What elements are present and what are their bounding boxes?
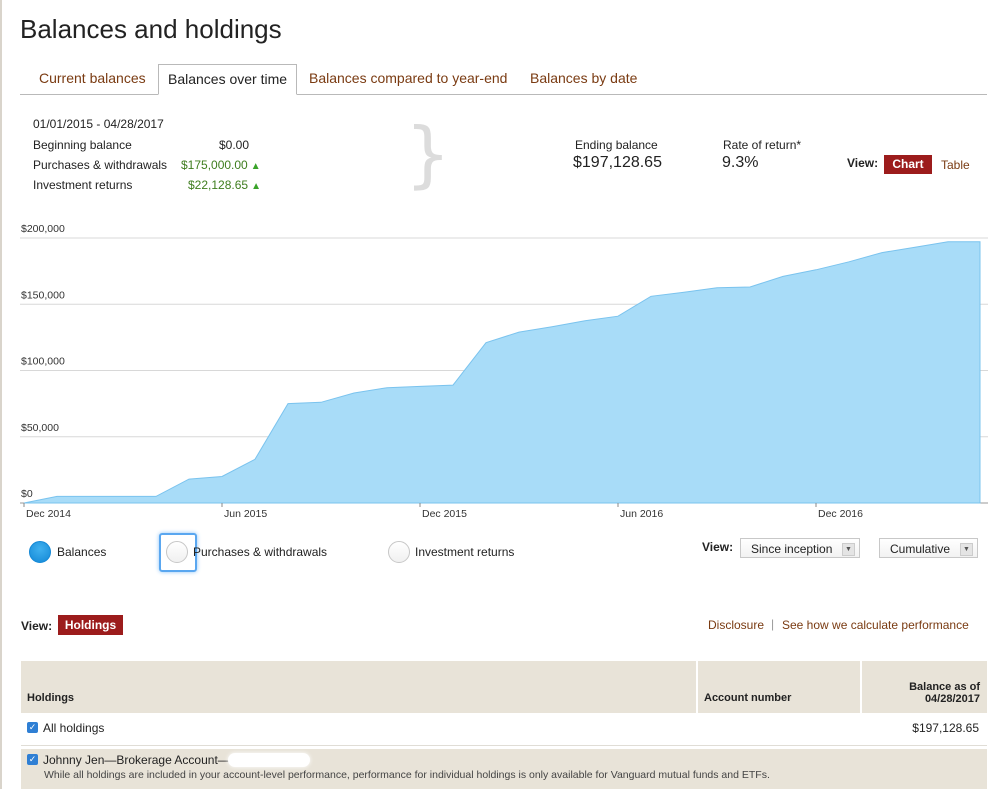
tab-balances-by-date[interactable]: Balances by date — [530, 70, 638, 86]
period-select-value: Since inception — [751, 542, 833, 556]
investment-returns-label: Investment returns — [33, 178, 133, 192]
all-holdings-checkbox[interactable]: ✓ — [27, 722, 38, 733]
table-row: ✓ Johnny Jen—Brokerage Account— While al… — [21, 749, 987, 789]
left-edge-rule — [0, 0, 2, 789]
link-separator: | — [771, 617, 775, 631]
curly-brace-divider: } — [405, 112, 451, 196]
chart-view-label: View: — [702, 540, 734, 554]
x-tick-label: Jun 2016 — [620, 508, 663, 520]
performance-link[interactable]: See how we calculate performance — [782, 618, 969, 632]
up-arrow-icon: ▲ — [251, 181, 261, 192]
tab-balances-over-time[interactable]: Balances over time — [158, 64, 298, 95]
investment-returns-amount: $22,128.65 — [188, 178, 249, 192]
redacted-account-number — [228, 753, 310, 767]
tab-balances-compared-to-year-end[interactable]: Balances compared to year-end — [309, 70, 508, 86]
balances-area-series — [23, 241, 981, 504]
legend-balances[interactable]: Balances — [57, 545, 107, 559]
holdings-table-header: Holdings Account number Balance as of 04… — [21, 661, 987, 713]
balance-column-header: Balance as of 04/28/2017 — [909, 681, 980, 705]
mode-select[interactable]: Cumulative ▼ — [879, 538, 978, 558]
beginning-balance-label: Beginning balance — [33, 138, 132, 152]
holdings-column-header: Holdings — [27, 692, 75, 704]
holdings-performance-note: While all holdings are included in your … — [44, 769, 770, 781]
mode-select-value: Cumulative — [890, 542, 951, 556]
x-tick-label: Dec 2015 — [422, 508, 467, 520]
x-tick-label: Dec 2016 — [818, 508, 863, 520]
holdings-button[interactable]: Holdings — [58, 615, 123, 635]
tab-bar: Current balances Balances over time Bala… — [20, 64, 987, 95]
date-range: 01/01/2015 - 04/28/2017 — [33, 117, 164, 131]
balances-radio[interactable] — [29, 541, 51, 563]
y-tick-label: $200,000 — [21, 223, 65, 235]
balance-header-line2: 04/28/2017 — [924, 693, 980, 705]
holdings-view-label: View: — [21, 619, 53, 633]
y-tick-label: $0 — [21, 488, 33, 500]
focus-ring — [159, 533, 197, 572]
purchases-withdrawals-value: $175,000.00 ▲ — [181, 158, 261, 172]
ending-balance-value: $197,128.65 — [573, 154, 662, 171]
table-row: ✓ All holdings $197,128.65 — [21, 713, 987, 746]
purchases-withdrawals-amount: $175,000.00 — [181, 158, 248, 172]
legend-purchases-withdrawals[interactable]: Purchases & withdrawals — [193, 545, 328, 559]
all-holdings-balance: $197,128.65 — [912, 721, 979, 735]
disclosure-link[interactable]: Disclosure — [708, 618, 765, 632]
account-number-column-header: Account number — [704, 692, 792, 704]
purchases-withdrawals-radio[interactable] — [166, 541, 188, 563]
balances-area-chart: $0 $50,000 $100,000 $150,000 $200,000 Dec 20… — [20, 223, 988, 520]
rate-of-return-value: 9.3% — [722, 154, 759, 171]
chevron-down-icon: ▼ — [842, 543, 855, 556]
period-select[interactable]: Since inception ▼ — [740, 538, 860, 558]
investment-returns-radio[interactable] — [388, 541, 410, 563]
column-divider — [696, 661, 698, 713]
tab-current-balances[interactable]: Current balances — [39, 70, 146, 86]
rate-of-return-label: Rate of return* — [723, 138, 802, 152]
beginning-balance-value: $0.00 — [219, 138, 250, 152]
page-title: Balances and holdings — [20, 14, 282, 44]
y-tick-label: $100,000 — [21, 356, 65, 368]
balance-header-line1: Balance as of — [909, 681, 980, 693]
purchases-withdrawals-label: Purchases & withdrawals — [33, 158, 168, 172]
x-tick-label: Dec 2014 — [26, 508, 71, 520]
table-view-link[interactable]: Table — [941, 158, 970, 172]
up-arrow-icon: ▲ — [250, 161, 261, 172]
x-axis: Dec 2014 Jun 2015 Dec 2015 Jun 2016 Dec 2016 — [23, 503, 863, 520]
chart-view-button[interactable]: Chart — [884, 155, 932, 174]
brokerage-account-checkbox[interactable]: ✓ — [27, 754, 38, 765]
y-tick-label: $150,000 — [21, 289, 65, 301]
column-divider — [860, 661, 862, 713]
chevron-down-icon: ▼ — [960, 543, 973, 556]
view-label: View: — [847, 156, 879, 170]
ending-balance-label: Ending balance — [575, 138, 658, 152]
brokerage-account-label: Johnny Jen—Brokerage Account— — [43, 753, 230, 767]
legend-investment-returns[interactable]: Investment returns — [415, 545, 515, 559]
y-axis-labels: $0 $50,000 $100,000 $150,000 $200,000 — [21, 223, 65, 500]
investment-returns-value: $22,128.65 ▲ — [188, 178, 261, 192]
y-tick-label: $50,000 — [21, 422, 59, 434]
all-holdings-label: All holdings — [43, 721, 105, 735]
x-tick-label: Jun 2015 — [224, 508, 267, 520]
